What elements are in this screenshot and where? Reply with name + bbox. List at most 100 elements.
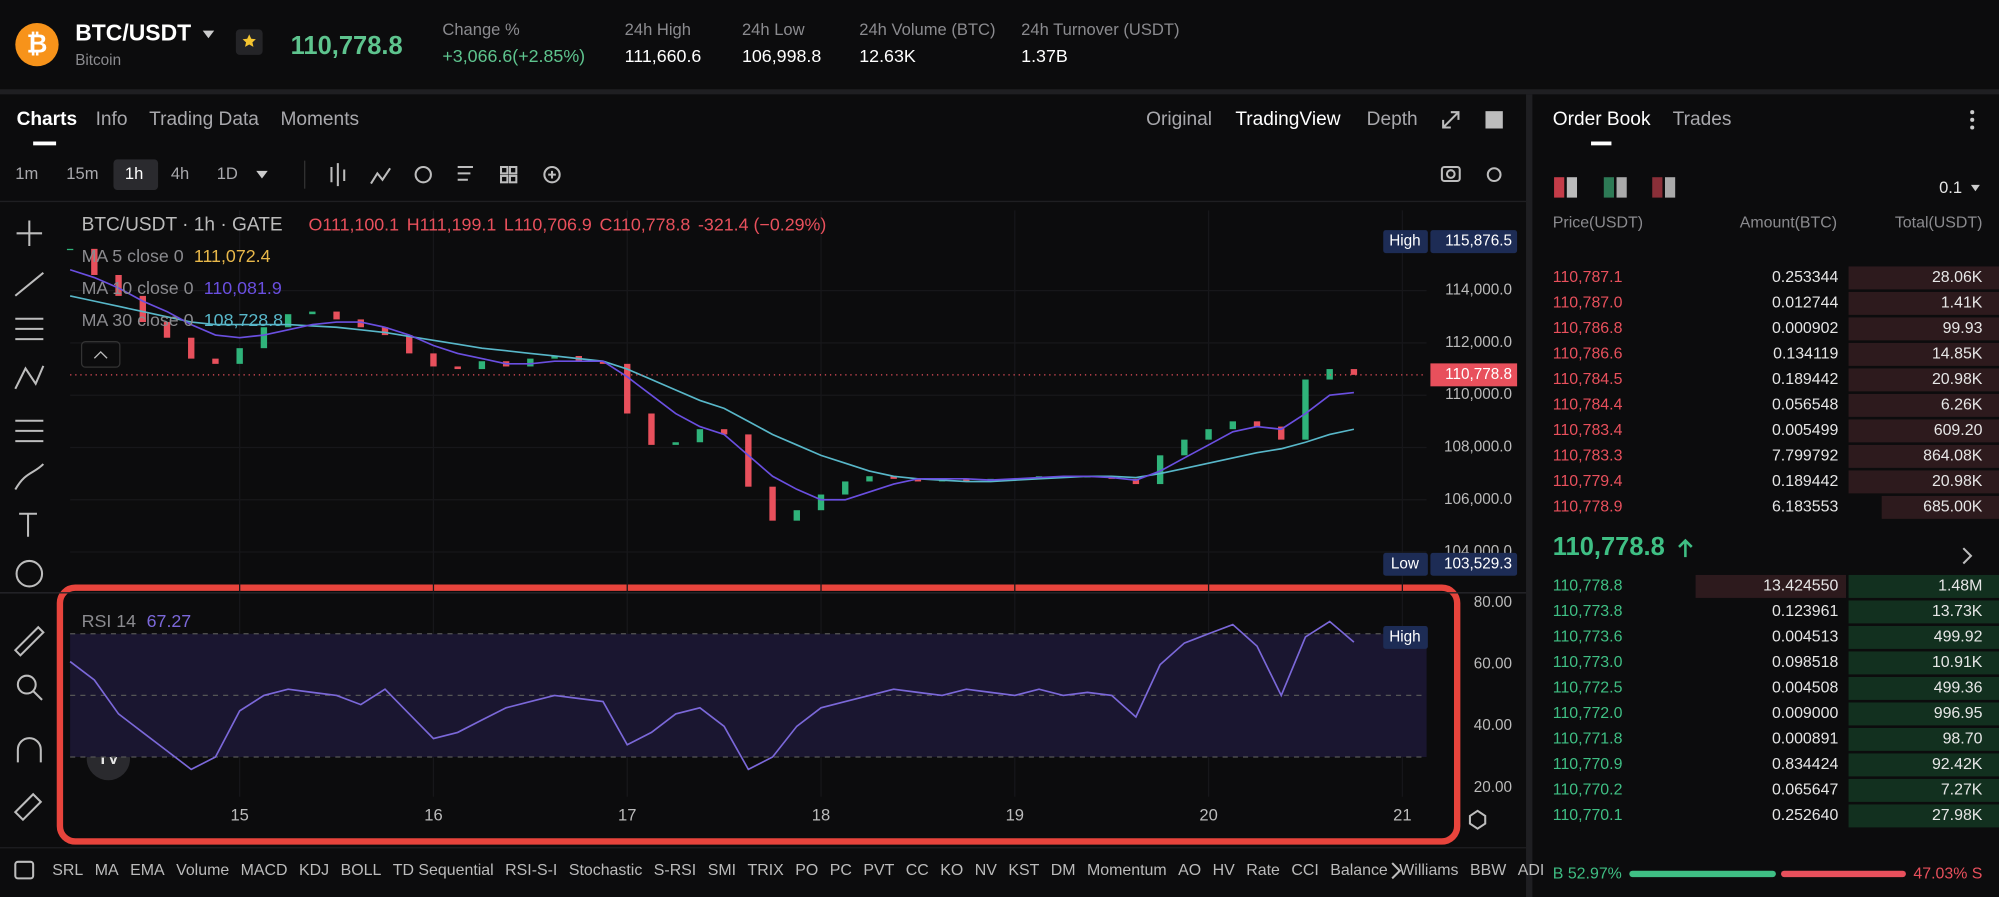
candle: [212, 358, 219, 364]
ob-amount: 0.134119: [1773, 346, 1838, 363]
ob-amount: 7.799792: [1772, 448, 1839, 465]
hl-name: Low: [1391, 555, 1420, 572]
indicator[interactable]: ADI: [1518, 862, 1545, 879]
ob-price: 110,784.4: [1553, 397, 1623, 414]
ob-amount: 0.004513: [1772, 629, 1839, 646]
indicator[interactable]: PC: [830, 862, 852, 879]
stat-label: 24h Turnover (USDT): [1021, 20, 1179, 39]
indicator[interactable]: Williams: [1399, 862, 1458, 879]
ob-view-icons[interactable]: [1554, 177, 1676, 198]
indicator[interactable]: SMI: [708, 862, 736, 879]
tab[interactable]: Info: [96, 109, 128, 130]
indicator[interactable]: HV: [1213, 862, 1235, 879]
tab[interactable]: Trading Data: [149, 109, 259, 130]
view-tab[interactable]: TradingView: [1235, 109, 1340, 130]
precision[interactable]: 0.1: [1939, 178, 1962, 197]
indicator[interactable]: TRIX: [748, 862, 785, 879]
indicator[interactable]: Volume: [176, 862, 229, 879]
rsi-value: 67.27: [147, 611, 192, 631]
dropdown[interactable]: [1970, 184, 1980, 192]
indicator[interactable]: CCI: [1291, 862, 1318, 879]
interval[interactable]: 15m: [66, 164, 98, 183]
indicator[interactable]: SRL: [52, 862, 83, 879]
collapse-icon: [93, 350, 108, 359]
x-tick-label: 19: [1006, 805, 1024, 824]
candle: [769, 486, 776, 521]
ob-total: 1.48M: [1938, 578, 1982, 595]
indicator[interactable]: Rate: [1246, 862, 1280, 879]
view-tab[interactable]: Original: [1146, 109, 1212, 130]
indicator[interactable]: PVT: [863, 862, 894, 879]
depth-bar: [1848, 600, 1999, 624]
indicator[interactable]: Stochastic: [569, 862, 642, 879]
interval[interactable]: 4h: [171, 164, 189, 183]
ob-price: 110,771.8: [1553, 731, 1623, 748]
depth-bar: [1848, 368, 1999, 392]
depth-bar: [1848, 651, 1999, 675]
candle: [163, 322, 171, 338]
candle: [551, 356, 558, 359]
last-price: 110,778.8: [291, 32, 403, 60]
interval-active: [113, 159, 159, 190]
indicator[interactable]: Momentum: [1087, 862, 1167, 879]
indicator[interactable]: KDJ: [299, 862, 329, 879]
stat-value: 106,998.8: [742, 46, 821, 66]
ob-amount: 13.424550: [1763, 578, 1838, 595]
ohlc: C110,778.8: [599, 214, 690, 234]
indicator[interactable]: EMA: [130, 862, 165, 879]
indicator[interactable]: CC: [906, 862, 929, 879]
candle: [66, 248, 74, 251]
toolbar-icons: [13, 111, 1973, 880]
rsi-tick-label: 60.00: [1474, 656, 1512, 673]
indicator[interactable]: TD Sequential: [393, 862, 494, 879]
rsi-tick-label: 40.00: [1474, 717, 1512, 734]
interval[interactable]: 1D: [217, 164, 238, 183]
ob-price: 110,783.4: [1553, 422, 1623, 439]
candle: [1302, 379, 1309, 440]
ob-amount: 0.000891: [1772, 731, 1839, 748]
ob-tab[interactable]: Order Book: [1553, 109, 1651, 130]
indicator[interactable]: DM: [1051, 862, 1076, 879]
tab[interactable]: Charts: [17, 109, 78, 130]
indicator[interactable]: MA: [95, 862, 119, 879]
ob-amount: 0.009000: [1772, 705, 1839, 722]
candle: [91, 248, 98, 275]
candle: [866, 476, 873, 482]
stat-label: Change %: [442, 20, 520, 39]
tab[interactable]: Moments: [280, 109, 359, 130]
indicator[interactable]: PO: [795, 862, 818, 879]
indicator[interactable]: S-RSI: [654, 862, 696, 879]
last-price-label: 110,778.8: [1445, 366, 1512, 383]
indicator[interactable]: KO: [940, 862, 963, 879]
ob-amount: 0.004508: [1772, 680, 1839, 697]
indicator[interactable]: AO: [1178, 862, 1201, 879]
candle: [745, 434, 752, 487]
candle: [672, 442, 679, 445]
interval[interactable]: 1m: [15, 164, 38, 183]
dropdown[interactable]: [256, 170, 268, 179]
dropdown[interactable]: [202, 30, 215, 39]
ob-total: 996.95: [1934, 705, 1983, 722]
ob-column: Price(USDT): [1553, 214, 1643, 231]
indicator[interactable]: NV: [975, 862, 997, 879]
indicator[interactable]: RSI-S-I: [505, 862, 557, 879]
ob-total: 499.92: [1934, 629, 1983, 646]
indicator[interactable]: MACD: [241, 862, 288, 879]
coin-logo: [15, 22, 59, 67]
view-tab[interactable]: Depth: [1367, 109, 1418, 130]
more[interactable]: [1970, 110, 1975, 130]
indicator[interactable]: Balance: [1330, 862, 1388, 879]
indicator[interactable]: BBW: [1470, 862, 1506, 879]
ob-total: 98.70: [1943, 731, 1983, 748]
ob-tab[interactable]: Trades: [1673, 109, 1732, 130]
interval[interactable]: 1h: [125, 164, 143, 183]
indicator[interactable]: BOLL: [341, 862, 382, 879]
indicator[interactable]: KST: [1008, 862, 1039, 879]
stat-value: 111,660.6: [625, 46, 702, 66]
collapse[interactable]: [80, 341, 121, 368]
depth-bar: [1848, 625, 1999, 649]
ob-amount: 0.834424: [1772, 756, 1839, 773]
divider: [0, 89, 1999, 95]
depth-bar: [1848, 470, 1999, 494]
